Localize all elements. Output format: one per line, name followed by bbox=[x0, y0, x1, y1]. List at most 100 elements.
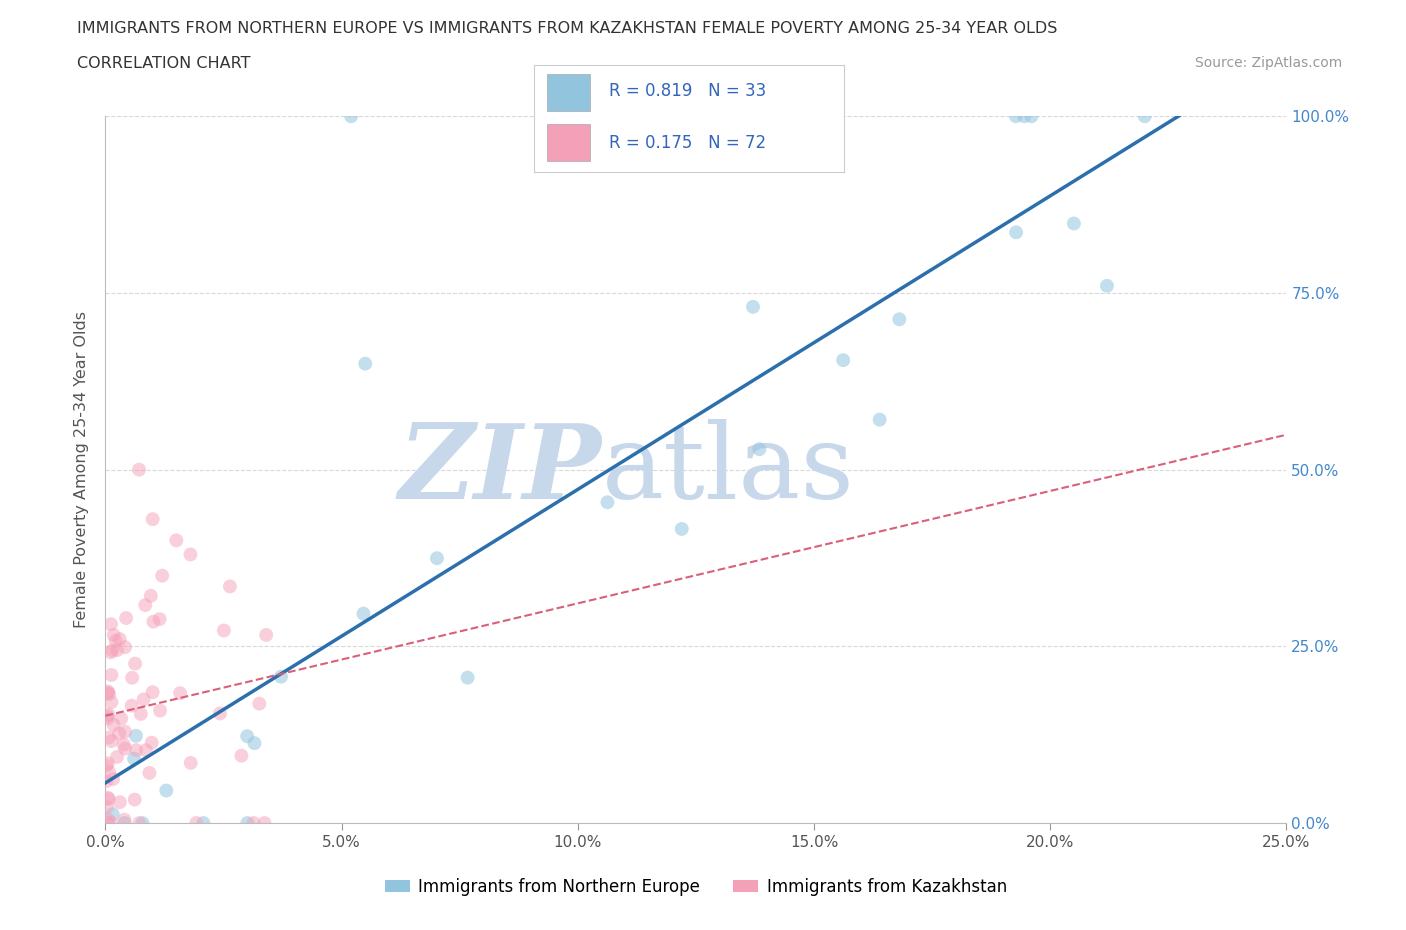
Text: IMMIGRANTS FROM NORTHERN EUROPE VS IMMIGRANTS FROM KAZAKHSTAN FEMALE POVERTY AMO: IMMIGRANTS FROM NORTHERN EUROPE VS IMMIG… bbox=[77, 21, 1057, 36]
Point bbox=[457, 671, 479, 685]
Point bbox=[100, 617, 122, 631]
Point bbox=[253, 816, 276, 830]
Point bbox=[128, 816, 150, 830]
Point bbox=[97, 684, 120, 699]
Point bbox=[179, 547, 201, 562]
Text: R = 0.819   N = 33: R = 0.819 N = 33 bbox=[609, 82, 766, 100]
Point bbox=[149, 612, 172, 627]
Point bbox=[270, 670, 292, 684]
Point bbox=[114, 640, 136, 655]
Point bbox=[96, 816, 118, 830]
Point bbox=[121, 698, 143, 713]
Point bbox=[155, 783, 177, 798]
Point bbox=[100, 644, 122, 659]
Point bbox=[98, 764, 121, 779]
Point bbox=[121, 671, 143, 685]
Point bbox=[150, 568, 173, 583]
Point bbox=[108, 795, 131, 810]
Text: CORRELATION CHART: CORRELATION CHART bbox=[77, 56, 250, 71]
Point bbox=[236, 729, 259, 744]
Point bbox=[96, 758, 118, 773]
Point bbox=[353, 606, 375, 621]
Point bbox=[132, 692, 155, 707]
Point bbox=[96, 774, 118, 789]
Point bbox=[96, 709, 118, 724]
Point bbox=[125, 728, 148, 743]
Point bbox=[869, 412, 891, 427]
Point bbox=[97, 813, 120, 828]
Point bbox=[114, 741, 136, 756]
Point bbox=[105, 750, 128, 764]
Point bbox=[139, 589, 162, 604]
Point bbox=[1005, 225, 1028, 240]
Point bbox=[236, 816, 259, 830]
Point bbox=[97, 707, 120, 722]
Text: R = 0.175   N = 72: R = 0.175 N = 72 bbox=[609, 134, 766, 153]
Point bbox=[114, 724, 136, 739]
Point bbox=[103, 628, 125, 643]
Point bbox=[889, 312, 911, 326]
Point bbox=[100, 816, 122, 830]
Legend: Immigrants from Northern Europe, Immigrants from Kazakhstan: Immigrants from Northern Europe, Immigra… bbox=[385, 878, 1007, 896]
Point bbox=[97, 791, 120, 806]
Point bbox=[186, 816, 208, 830]
Point bbox=[426, 551, 449, 565]
Point bbox=[125, 743, 148, 758]
Point bbox=[128, 462, 150, 477]
Point bbox=[354, 356, 377, 371]
Point bbox=[219, 579, 242, 594]
Y-axis label: Female Poverty Among 25-34 Year Olds: Female Poverty Among 25-34 Year Olds bbox=[75, 312, 90, 628]
Point bbox=[596, 495, 619, 510]
Point bbox=[96, 800, 118, 815]
Point bbox=[671, 522, 693, 537]
FancyBboxPatch shape bbox=[547, 124, 591, 162]
Point bbox=[134, 598, 156, 613]
Point bbox=[141, 736, 163, 751]
Point bbox=[97, 730, 120, 745]
Point bbox=[142, 684, 165, 699]
Point bbox=[242, 816, 264, 830]
Point bbox=[112, 812, 135, 827]
Point bbox=[124, 657, 146, 671]
Point bbox=[115, 611, 138, 626]
Point bbox=[165, 533, 187, 548]
Point bbox=[254, 628, 277, 643]
Point bbox=[97, 711, 120, 726]
Point bbox=[97, 756, 120, 771]
Point bbox=[169, 685, 191, 700]
Point bbox=[103, 717, 125, 732]
Point bbox=[243, 736, 266, 751]
Point bbox=[104, 633, 127, 648]
Point bbox=[138, 765, 160, 780]
Point bbox=[101, 643, 124, 658]
Point bbox=[748, 442, 770, 457]
Text: atlas: atlas bbox=[602, 418, 855, 521]
Point bbox=[149, 703, 172, 718]
Text: ZIP: ZIP bbox=[398, 418, 602, 521]
Point bbox=[110, 711, 132, 726]
Point bbox=[131, 816, 153, 830]
Point bbox=[1021, 109, 1043, 124]
Point bbox=[1014, 109, 1036, 124]
Point bbox=[122, 751, 145, 766]
Point bbox=[1133, 109, 1156, 124]
Point bbox=[340, 109, 363, 124]
FancyBboxPatch shape bbox=[547, 73, 591, 111]
Point bbox=[100, 695, 122, 710]
Point bbox=[142, 512, 165, 526]
Point bbox=[97, 685, 120, 700]
Point bbox=[108, 725, 131, 740]
Point bbox=[1005, 109, 1028, 124]
Point bbox=[98, 686, 121, 701]
Point bbox=[101, 772, 124, 787]
Point bbox=[180, 755, 202, 770]
Point bbox=[97, 790, 120, 805]
Point bbox=[208, 706, 231, 721]
Point bbox=[108, 631, 131, 646]
Point bbox=[1095, 278, 1118, 293]
Text: Source: ZipAtlas.com: Source: ZipAtlas.com bbox=[1195, 56, 1343, 70]
Point bbox=[129, 707, 152, 722]
Point bbox=[247, 697, 270, 711]
Point bbox=[212, 623, 235, 638]
Point bbox=[135, 743, 157, 758]
